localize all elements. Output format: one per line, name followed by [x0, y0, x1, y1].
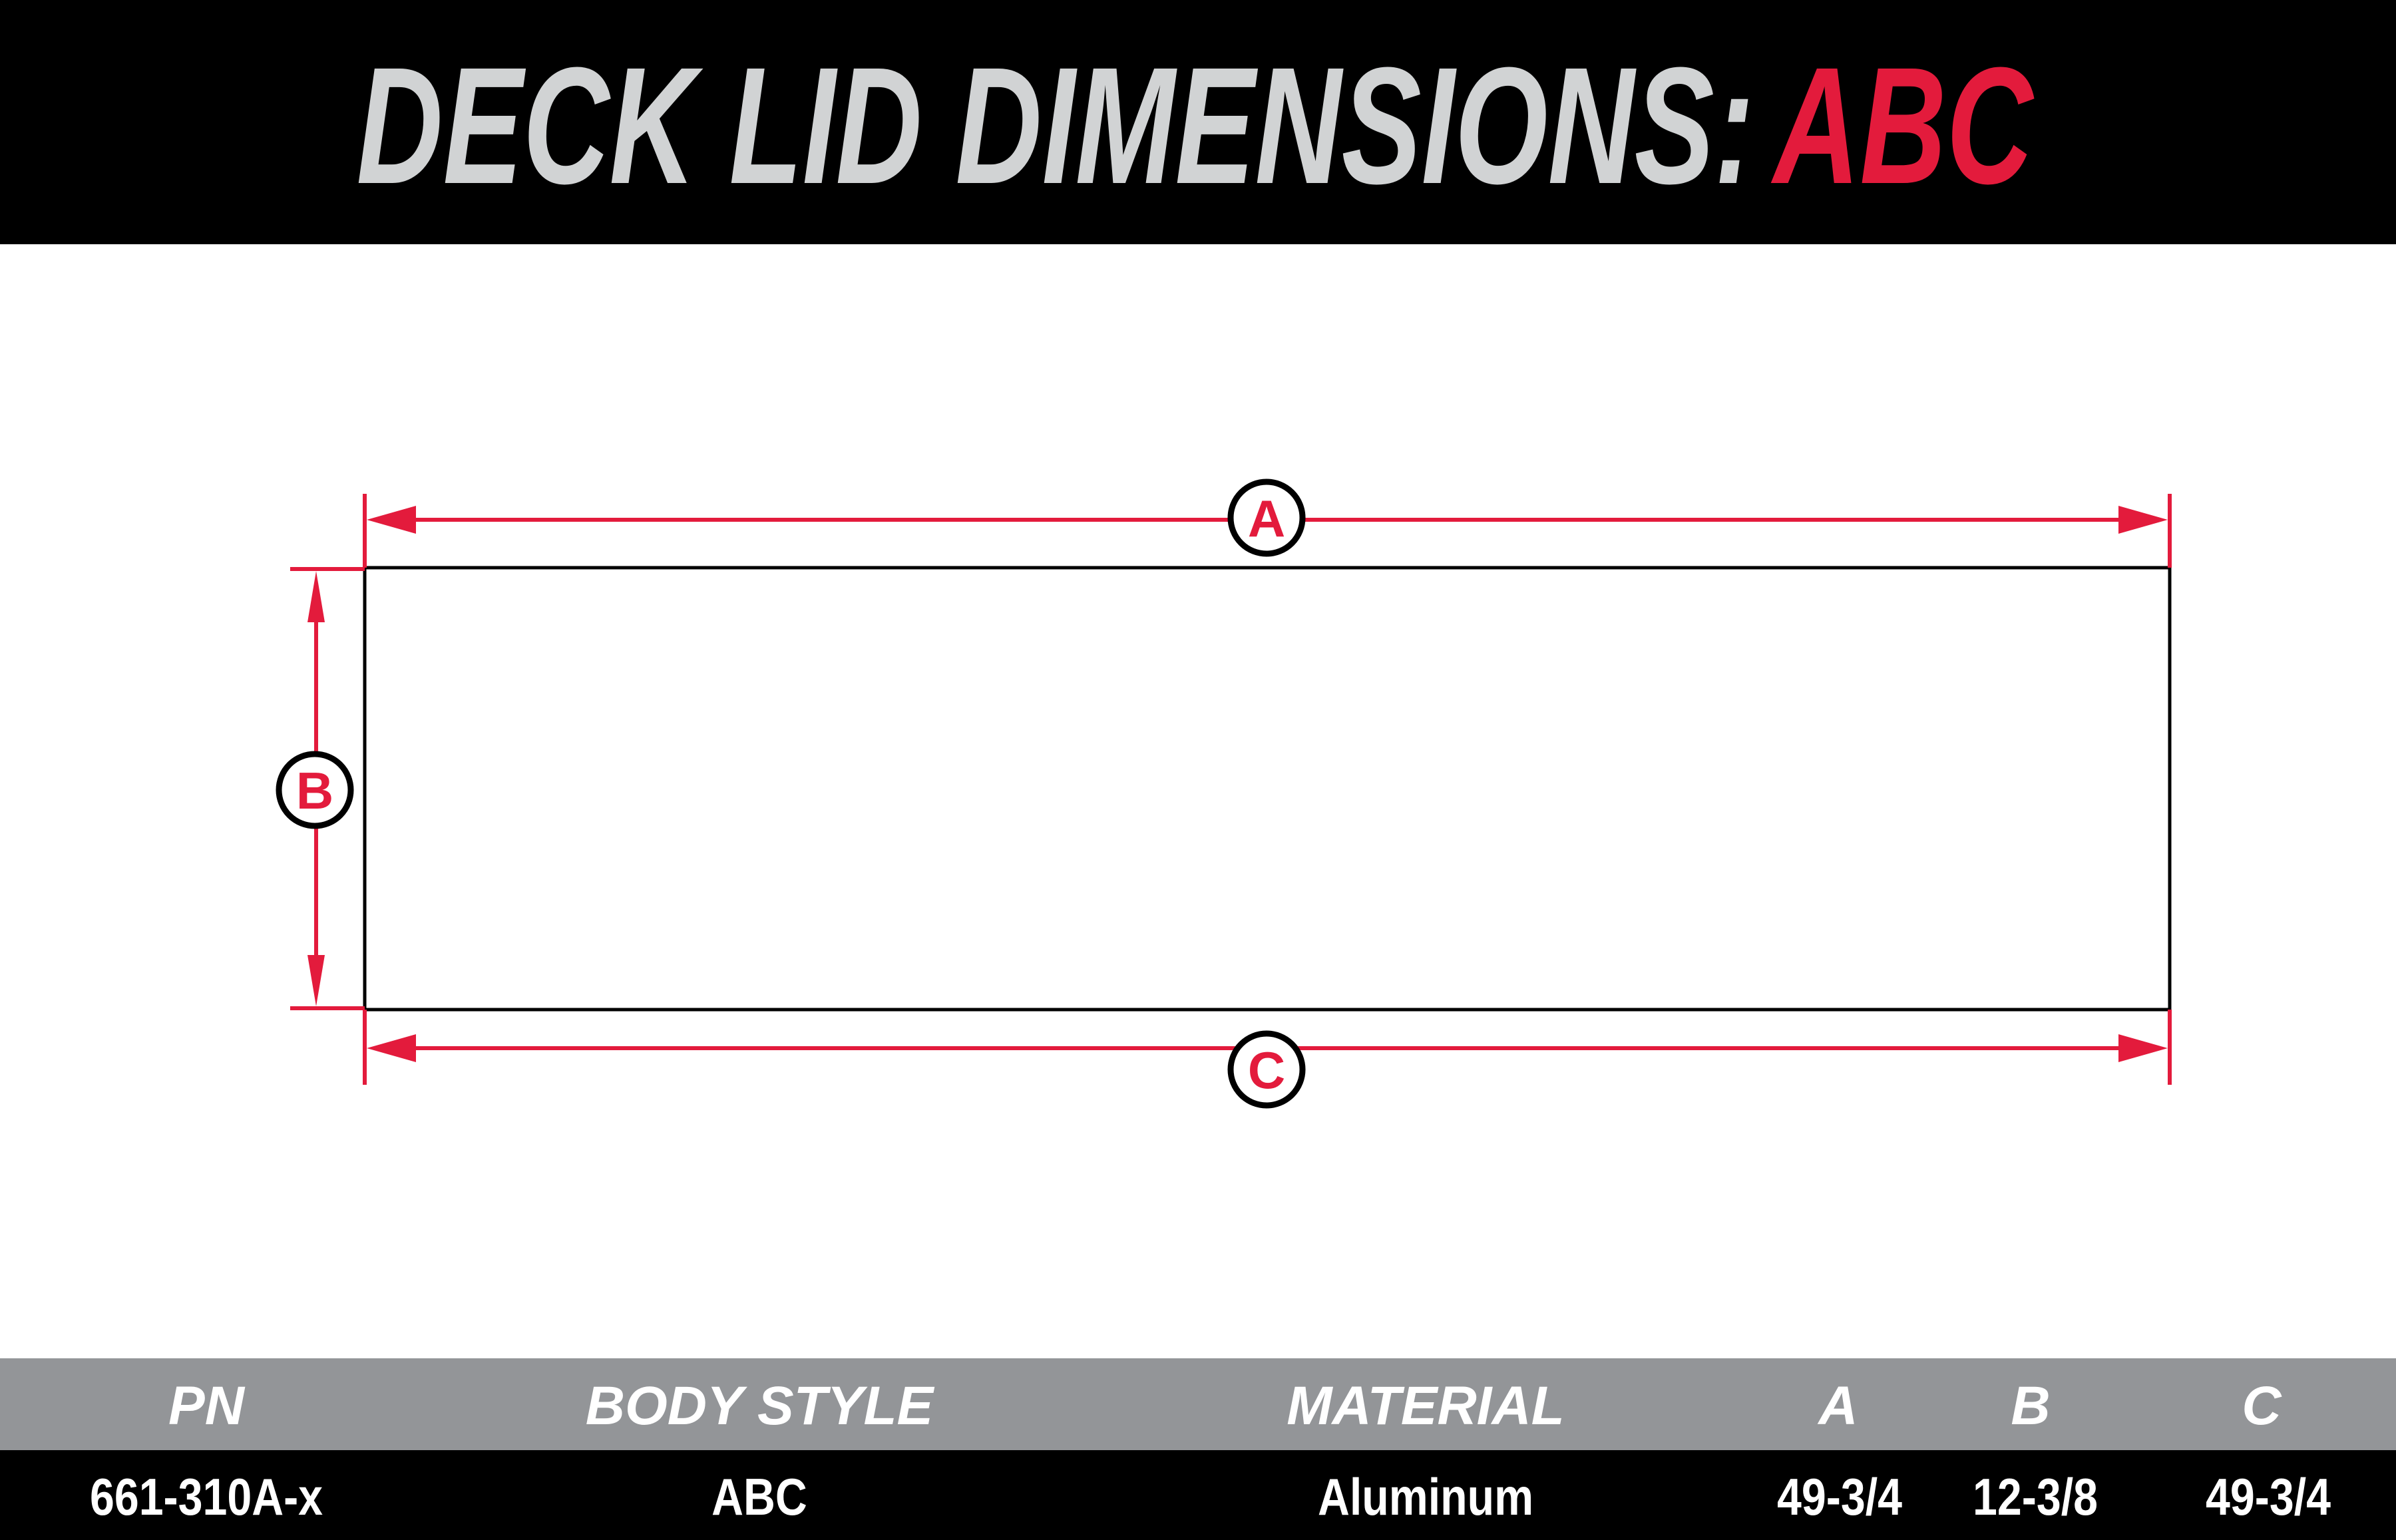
- table-row: [0, 1450, 2396, 1540]
- arrow-left-icon: [367, 506, 416, 534]
- arrow-right-icon: [2118, 1034, 2168, 1062]
- table-row-values: 661-310A-x ABC Aluminum 49-3/4 12-3/8 49…: [90, 1468, 2331, 1526]
- arrow-left-icon: [367, 1034, 416, 1062]
- header-body-style: BODY STYLE: [586, 1376, 935, 1436]
- cell-b: 12-3/8: [1973, 1468, 2098, 1526]
- arrow-right-icon: [2118, 506, 2168, 534]
- svg-text:B: B: [296, 761, 333, 820]
- dimension-lines: [290, 494, 2172, 1085]
- arrow-down-icon: [307, 955, 325, 1006]
- header-b: B: [2011, 1376, 2050, 1436]
- table-header-bar: [0, 1358, 2396, 1450]
- arrow-up-icon: [307, 571, 325, 622]
- svg-text:A: A: [1248, 489, 1285, 548]
- deck-lid-outline: [363, 566, 2172, 1012]
- label-c: C: [1227, 1030, 1306, 1109]
- cell-c: 49-3/4: [2206, 1468, 2331, 1526]
- header-material: MATERIAL: [1287, 1376, 1565, 1436]
- header-a: A: [1817, 1376, 1858, 1436]
- title-bar: [0, 0, 2396, 244]
- label-b: B: [276, 751, 354, 829]
- cell-body-style: ABC: [711, 1468, 807, 1526]
- table-headers: PN BODY STYLE MATERIAL A B C: [168, 1376, 2282, 1436]
- svg-text:C: C: [1248, 1041, 1285, 1099]
- cell-pn: 661-310A-x: [90, 1468, 323, 1526]
- cell-material: Aluminum: [1318, 1468, 1533, 1526]
- header-pn: PN: [168, 1376, 246, 1436]
- arrowheads: [307, 506, 2168, 1062]
- header-c: C: [2242, 1376, 2282, 1436]
- label-a: A: [1227, 479, 1306, 557]
- page-title: DECK LID DIMENSIONS: ABC: [357, 33, 2035, 219]
- cell-a: 49-3/4: [1777, 1468, 1902, 1526]
